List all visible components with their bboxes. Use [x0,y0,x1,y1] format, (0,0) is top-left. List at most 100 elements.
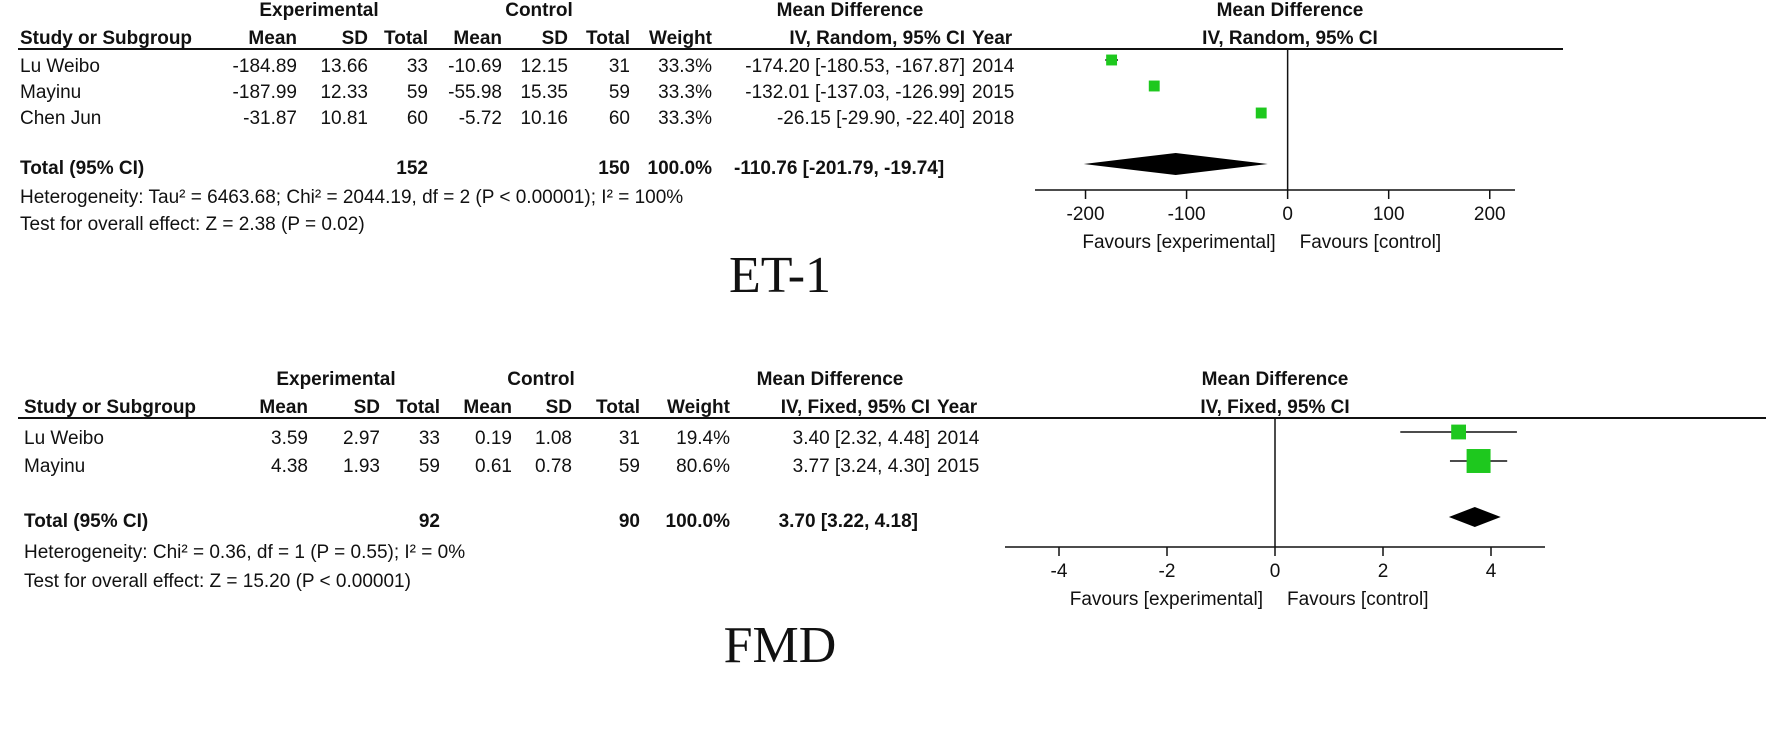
x-tick-label: -200 [1067,204,1105,225]
year: 2014 [972,56,1015,77]
ctl-total: 60 [608,108,630,129]
exp-sd: 2.97 [343,428,380,449]
total-exp: 152 [396,158,428,179]
total-exp: 92 [418,511,440,532]
header-mean-difference: Mean Difference [776,0,924,21]
overall-effect-text: Test for overall effect: Z = 2.38 (P = 0… [20,214,365,235]
study-marker [1451,424,1467,440]
ci-text: 3.77 [3.24, 4.30] [792,456,930,477]
study-name: Lu Weibo [24,428,104,449]
weight: 33.3% [658,82,712,103]
ctl-mean: 0.61 [475,456,512,477]
x-tick-label: 4 [1486,561,1497,582]
col-exp-mean: Mean [248,28,297,49]
header-experimental: Experimental [259,0,379,21]
ctl-total: 59 [618,456,640,477]
header-control: Control [507,369,575,390]
total-ctl: 90 [618,511,640,532]
exp-total: 59 [406,82,428,103]
header-mean-difference: Mean Difference [756,369,904,390]
total-label: Total (95% CI) [20,158,145,179]
ctl-sd: 1.08 [535,428,572,449]
ctl-sd: 15.35 [520,82,568,103]
exp-mean: -187.99 [232,82,297,103]
forest-plot-fmd: -4 -2 0 2 4 Favours [experimental] Favours [co… [1005,418,1545,610]
plot-title: Mean Difference [1201,369,1349,390]
exp-total: 60 [406,108,428,129]
year: 2018 [972,108,1015,129]
total-weight: 100.0% [647,158,712,179]
caption-et1: ET-1 [728,247,832,304]
exp-sd: 13.66 [320,56,368,77]
pooled-diamond [1083,153,1268,175]
ctl-mean: -55.98 [448,82,502,103]
ci-text: -132.01 [-137.03, -126.99] [745,82,965,103]
favours-experimental-label: Favours [experimental] [1082,232,1275,253]
x-tick-label: 100 [1373,204,1405,225]
col-ctl-sd: SD [541,28,568,49]
total-ctl: 150 [598,158,630,179]
col-ctl-total: Total [586,28,630,49]
x-tick-label: 0 [1270,561,1281,582]
total-ci: -110.76 [-201.79, -19.74] [734,158,945,179]
x-tick-label: -100 [1168,204,1206,225]
study-name: Chen Jun [20,108,102,129]
col-weight: Weight [649,28,712,49]
heterogeneity-text: Heterogeneity: Tau² = 6463.68; Chi² = 20… [20,187,684,208]
forest-plot-et1: -200 -100 0 100 200 Favours [experimental] Fav… [1035,49,1515,253]
weight: 19.4% [676,428,730,449]
ctl-sd: 12.15 [520,56,568,77]
weight: 33.3% [658,56,712,77]
favours-experimental-label: Favours [experimental] [1070,589,1263,610]
x-tick-label: 2 [1378,561,1389,582]
exp-total: 33 [406,56,428,77]
col-study: Study or Subgroup [24,397,197,418]
ctl-mean: -5.72 [458,108,502,129]
exp-mean: -184.89 [232,56,297,77]
study-marker [1148,80,1160,92]
exp-sd: 10.81 [320,108,368,129]
exp-sd: 12.33 [320,82,368,103]
ctl-mean: -10.69 [448,56,502,77]
favours-control-label: Favours [control] [1300,232,1442,253]
x-tick-label: -2 [1159,561,1176,582]
weight: 80.6% [676,456,730,477]
plot-subtitle: IV, Random, 95% CI [1202,28,1378,49]
study-marker [1255,107,1267,119]
total-ci: 3.70 [3.22, 4.18] [778,511,918,532]
col-ctl-sd: SD [545,397,572,418]
year: 2015 [972,82,1015,103]
ci-text: 3.40 [2.32, 4.48] [792,428,930,449]
header-rule [18,48,1563,50]
plot-subtitle: IV, Fixed, 95% CI [1200,397,1350,418]
caption-fmd: FMD [723,617,837,674]
col-weight: Weight [667,397,730,418]
col-exp-sd: SD [353,397,380,418]
col-ctl-mean: Mean [453,28,502,49]
total-label: Total (95% CI) [24,511,149,532]
exp-total: 59 [418,456,440,477]
col-ci: IV, Fixed, 95% CI [780,397,930,418]
study-name: Mayinu [20,82,82,103]
exp-sd: 1.93 [343,456,380,477]
x-tick-label: 0 [1282,204,1293,225]
exp-mean: 4.38 [271,456,308,477]
year: 2015 [937,456,980,477]
ci-text: -26.15 [-29.90, -22.40] [776,108,965,129]
year: 2014 [937,428,980,449]
ctl-total: 31 [608,56,630,77]
exp-mean: -31.87 [243,108,297,129]
col-ctl-mean: Mean [463,397,512,418]
study-marker [1466,449,1491,473]
header-rule [18,417,1766,419]
col-ci: IV, Random, 95% CI [789,28,965,49]
col-ctl-total: Total [596,397,640,418]
study-name: Mayinu [24,456,86,477]
study-name: Lu Weibo [20,56,100,77]
ctl-sd: 10.16 [520,108,568,129]
exp-mean: 3.59 [271,428,308,449]
col-exp-total: Total [396,397,440,418]
col-exp-sd: SD [341,28,368,49]
heterogeneity-text: Heterogeneity: Chi² = 0.36, df = 1 (P = … [24,542,466,563]
col-exp-total: Total [384,28,428,49]
